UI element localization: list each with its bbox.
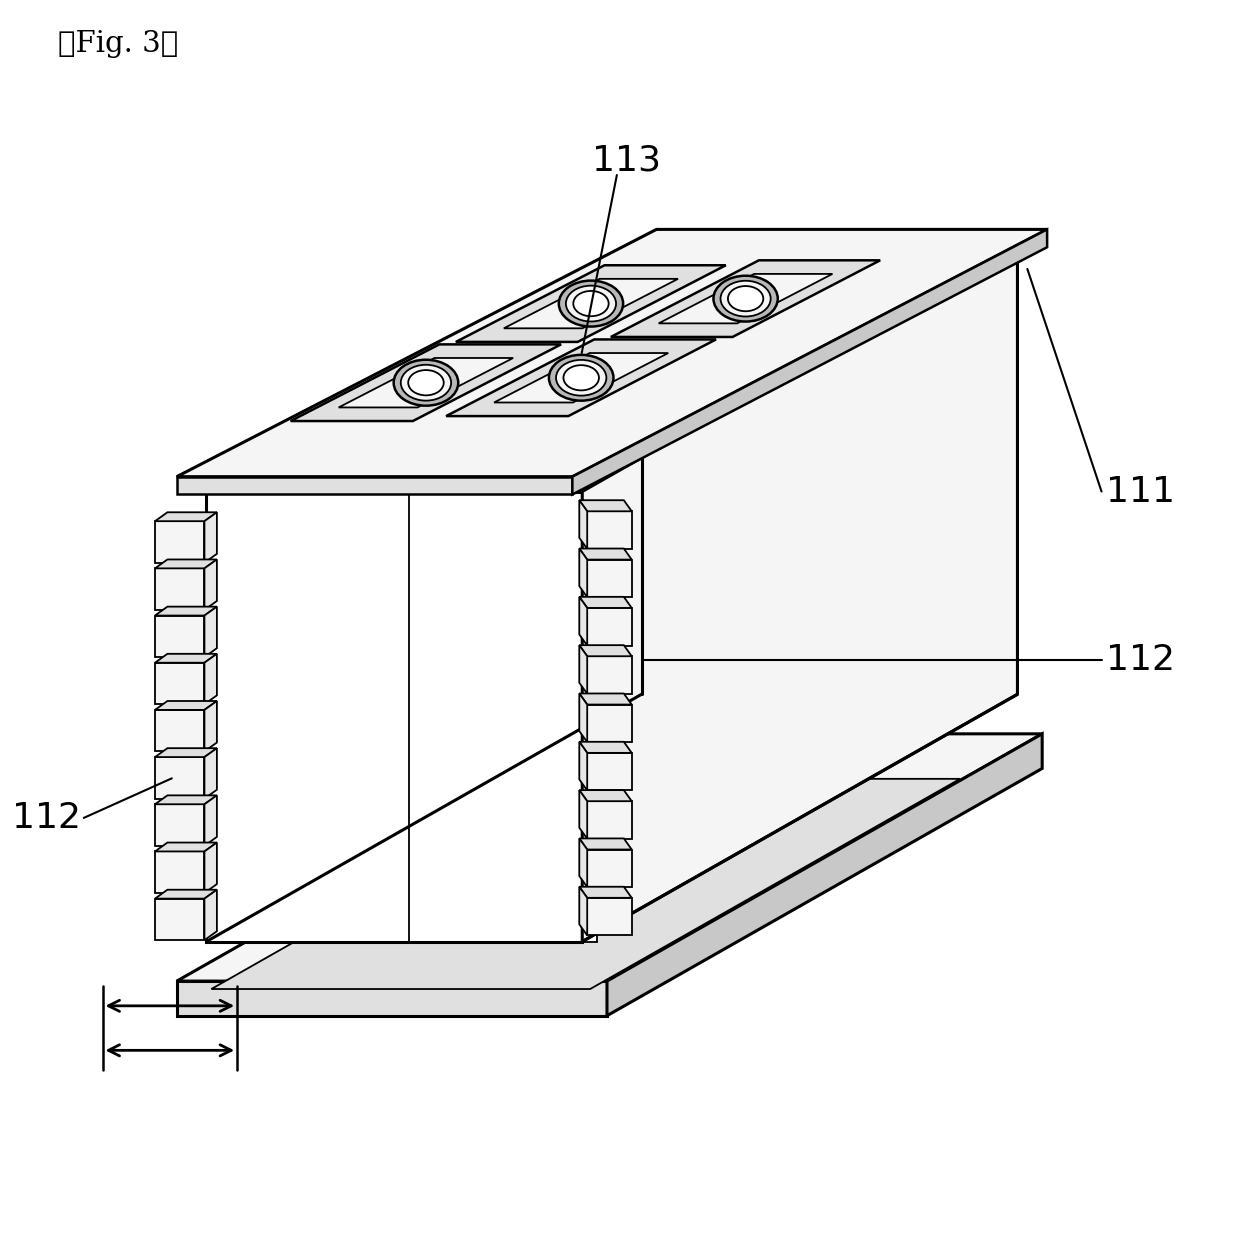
Polygon shape — [579, 839, 631, 849]
Text: 【Fig. 3】: 【Fig. 3】 — [58, 30, 179, 59]
Polygon shape — [579, 549, 588, 597]
Polygon shape — [155, 898, 205, 941]
Polygon shape — [339, 358, 513, 407]
Polygon shape — [177, 981, 608, 1016]
Polygon shape — [446, 339, 715, 416]
Polygon shape — [155, 512, 217, 521]
Polygon shape — [205, 559, 217, 610]
Polygon shape — [579, 887, 631, 898]
Polygon shape — [155, 569, 205, 610]
Polygon shape — [205, 512, 217, 563]
Polygon shape — [205, 701, 217, 751]
Polygon shape — [206, 491, 583, 942]
Polygon shape — [579, 500, 631, 511]
Polygon shape — [579, 887, 588, 936]
Polygon shape — [588, 752, 631, 790]
Polygon shape — [579, 549, 631, 560]
Polygon shape — [155, 795, 217, 804]
Polygon shape — [177, 230, 1047, 477]
Polygon shape — [579, 790, 631, 801]
Polygon shape — [588, 511, 631, 549]
Ellipse shape — [393, 359, 459, 406]
Polygon shape — [155, 710, 205, 751]
Polygon shape — [205, 795, 217, 845]
Polygon shape — [155, 701, 217, 710]
Polygon shape — [177, 477, 573, 495]
Polygon shape — [290, 344, 562, 421]
Ellipse shape — [408, 371, 444, 396]
Polygon shape — [205, 607, 217, 657]
Text: 112: 112 — [1106, 643, 1176, 677]
Ellipse shape — [728, 286, 764, 311]
Polygon shape — [588, 801, 631, 839]
Polygon shape — [205, 843, 217, 893]
Polygon shape — [579, 597, 631, 608]
Polygon shape — [155, 559, 217, 569]
Polygon shape — [155, 663, 205, 705]
Ellipse shape — [401, 364, 451, 401]
Polygon shape — [155, 843, 217, 852]
Polygon shape — [579, 500, 588, 549]
Ellipse shape — [563, 365, 599, 391]
Text: 111: 111 — [1106, 475, 1176, 509]
Polygon shape — [221, 491, 598, 942]
Polygon shape — [579, 646, 588, 693]
Polygon shape — [155, 654, 217, 663]
Polygon shape — [588, 608, 631, 646]
Ellipse shape — [556, 360, 606, 396]
Polygon shape — [588, 705, 631, 742]
Polygon shape — [503, 279, 678, 328]
Polygon shape — [611, 260, 880, 337]
Polygon shape — [155, 804, 205, 845]
Polygon shape — [579, 693, 631, 705]
Polygon shape — [205, 654, 217, 705]
Polygon shape — [588, 656, 631, 693]
Ellipse shape — [720, 281, 771, 317]
Polygon shape — [456, 265, 725, 342]
Polygon shape — [579, 742, 631, 752]
Text: 113: 113 — [593, 143, 661, 177]
Polygon shape — [155, 615, 205, 657]
Polygon shape — [658, 274, 832, 323]
Ellipse shape — [559, 280, 624, 327]
Polygon shape — [494, 353, 668, 402]
Polygon shape — [579, 597, 588, 646]
Polygon shape — [608, 734, 1042, 1016]
Polygon shape — [205, 749, 217, 799]
Polygon shape — [588, 898, 631, 936]
Ellipse shape — [565, 285, 616, 322]
Ellipse shape — [549, 355, 614, 401]
Polygon shape — [155, 521, 205, 563]
Polygon shape — [155, 889, 217, 898]
Polygon shape — [579, 790, 588, 839]
Polygon shape — [588, 849, 631, 887]
Polygon shape — [579, 742, 588, 790]
Polygon shape — [579, 839, 588, 887]
Polygon shape — [155, 607, 217, 615]
Polygon shape — [588, 560, 631, 597]
Polygon shape — [205, 889, 217, 941]
Polygon shape — [177, 734, 1042, 981]
Polygon shape — [155, 749, 217, 757]
Polygon shape — [211, 779, 960, 988]
Polygon shape — [579, 646, 631, 656]
Polygon shape — [155, 757, 205, 799]
Polygon shape — [579, 693, 588, 742]
Ellipse shape — [713, 276, 777, 322]
Polygon shape — [155, 852, 205, 893]
Text: 112: 112 — [12, 801, 81, 835]
Ellipse shape — [573, 291, 609, 317]
Polygon shape — [573, 230, 1047, 495]
Polygon shape — [583, 244, 1018, 942]
